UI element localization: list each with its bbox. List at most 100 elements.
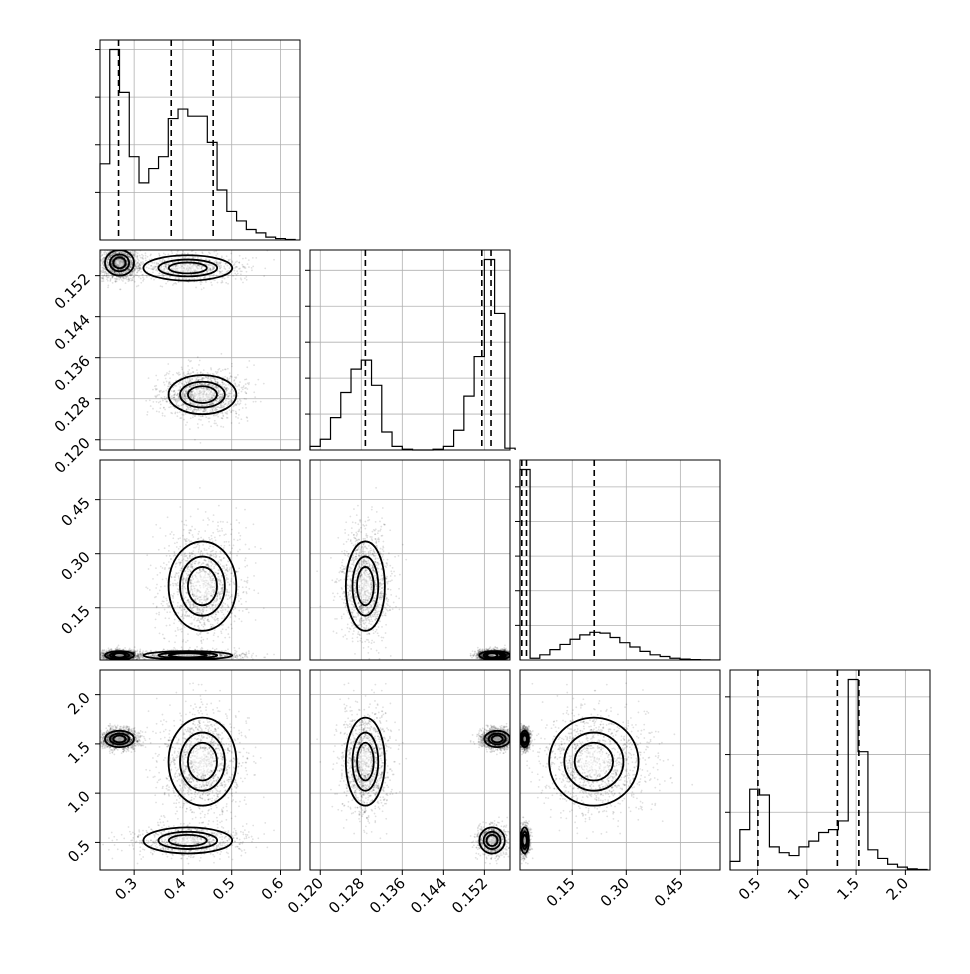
scatter-point xyxy=(227,396,229,398)
scatter-point xyxy=(131,274,133,276)
scatter-point xyxy=(124,245,126,247)
scatter-point xyxy=(175,385,177,387)
scatter-point xyxy=(213,415,215,417)
scatter-point xyxy=(164,268,166,270)
scatter-point xyxy=(176,415,178,417)
scatter-point xyxy=(108,274,110,276)
scatter-point xyxy=(203,287,205,289)
scatter-point xyxy=(225,263,227,265)
scatter-point xyxy=(137,237,139,239)
scatter-point xyxy=(165,266,167,268)
scatter-point xyxy=(245,407,247,409)
scatter-point xyxy=(148,377,150,379)
scatter-point xyxy=(212,647,214,649)
scatter-point xyxy=(226,389,228,391)
scatter-point xyxy=(253,391,255,393)
scatter-point xyxy=(255,401,257,403)
scatter-point xyxy=(215,553,217,555)
scatter-point xyxy=(183,617,185,619)
scatter-point xyxy=(245,383,247,385)
scatter-point xyxy=(107,248,109,250)
scatter-point xyxy=(164,415,166,417)
scatter-point xyxy=(237,400,239,402)
scatter-point xyxy=(205,259,207,261)
scatter-point xyxy=(194,256,196,258)
scatter-point xyxy=(171,412,173,414)
scatter-point xyxy=(107,267,109,269)
scatter-point xyxy=(233,390,235,392)
scatter-point xyxy=(237,551,239,553)
scatter-point xyxy=(107,257,109,259)
scatter-point xyxy=(233,575,235,577)
scatter-point xyxy=(245,398,247,400)
scatter-point xyxy=(215,381,217,383)
scatter-point xyxy=(199,360,201,362)
scatter-point xyxy=(188,359,190,361)
scatter-point xyxy=(234,267,236,269)
histogram-0 xyxy=(100,40,295,240)
scatter-point xyxy=(133,275,135,277)
scatter-point xyxy=(229,567,231,569)
scatter-point xyxy=(116,278,118,280)
scatter-point xyxy=(231,409,233,411)
scatter-point xyxy=(97,263,99,265)
scatter-point xyxy=(191,390,193,392)
scatter-point xyxy=(210,624,212,626)
scatter-point xyxy=(210,377,212,379)
panel-grid xyxy=(305,250,510,450)
scatter-point xyxy=(107,285,109,287)
scatter-point xyxy=(186,409,188,411)
scatter-point xyxy=(226,377,228,379)
scatter-point xyxy=(186,524,188,526)
scatter-point xyxy=(223,547,225,549)
scatter-point xyxy=(159,401,161,403)
scatter-point xyxy=(255,619,257,621)
scatter-point xyxy=(244,278,246,280)
scatter-point xyxy=(208,267,210,269)
scatter-point xyxy=(220,426,222,428)
scatter-point xyxy=(160,586,162,588)
scatter-point xyxy=(245,257,247,259)
scatter-point xyxy=(233,395,235,397)
scatter-point xyxy=(118,644,120,646)
scatter-point xyxy=(185,396,187,398)
scatter-point xyxy=(168,373,170,375)
scatter-panel-2-0 xyxy=(87,487,275,689)
scatter-point xyxy=(210,367,212,369)
scatter-point xyxy=(221,257,223,259)
scatter-point xyxy=(158,394,160,396)
scatter-point xyxy=(109,245,111,247)
scatter-point xyxy=(104,242,106,244)
scatter-point xyxy=(148,568,150,570)
scatter-point xyxy=(222,369,224,371)
scatter-point xyxy=(247,263,249,265)
scatter-point xyxy=(167,280,169,282)
scatter-point xyxy=(202,410,204,412)
scatter-point xyxy=(159,272,161,274)
scatter-point xyxy=(93,657,95,659)
scatter-point xyxy=(254,396,256,398)
scatter-point xyxy=(221,394,223,396)
scatter-point xyxy=(233,539,235,541)
scatter-point xyxy=(228,403,230,405)
scatter-point xyxy=(159,260,161,262)
scatter-point xyxy=(162,567,164,569)
scatter-point xyxy=(114,246,116,248)
scatter-point xyxy=(156,606,158,608)
scatter-point xyxy=(221,618,223,620)
scatter-point xyxy=(244,379,246,381)
scatter-point xyxy=(122,247,124,249)
scatter-point xyxy=(183,558,185,560)
scatter-point xyxy=(225,388,227,390)
scatter-point xyxy=(202,424,204,426)
scatter-point xyxy=(152,536,154,538)
scatter-point xyxy=(119,277,121,279)
scatter-point xyxy=(191,526,193,528)
scatter-point xyxy=(145,259,147,261)
scatter-point xyxy=(219,273,221,275)
scatter-point xyxy=(255,257,257,259)
scatter-point xyxy=(107,246,109,248)
scatter-point xyxy=(248,612,250,614)
scatter-point xyxy=(242,407,244,409)
scatter-point xyxy=(213,251,215,253)
